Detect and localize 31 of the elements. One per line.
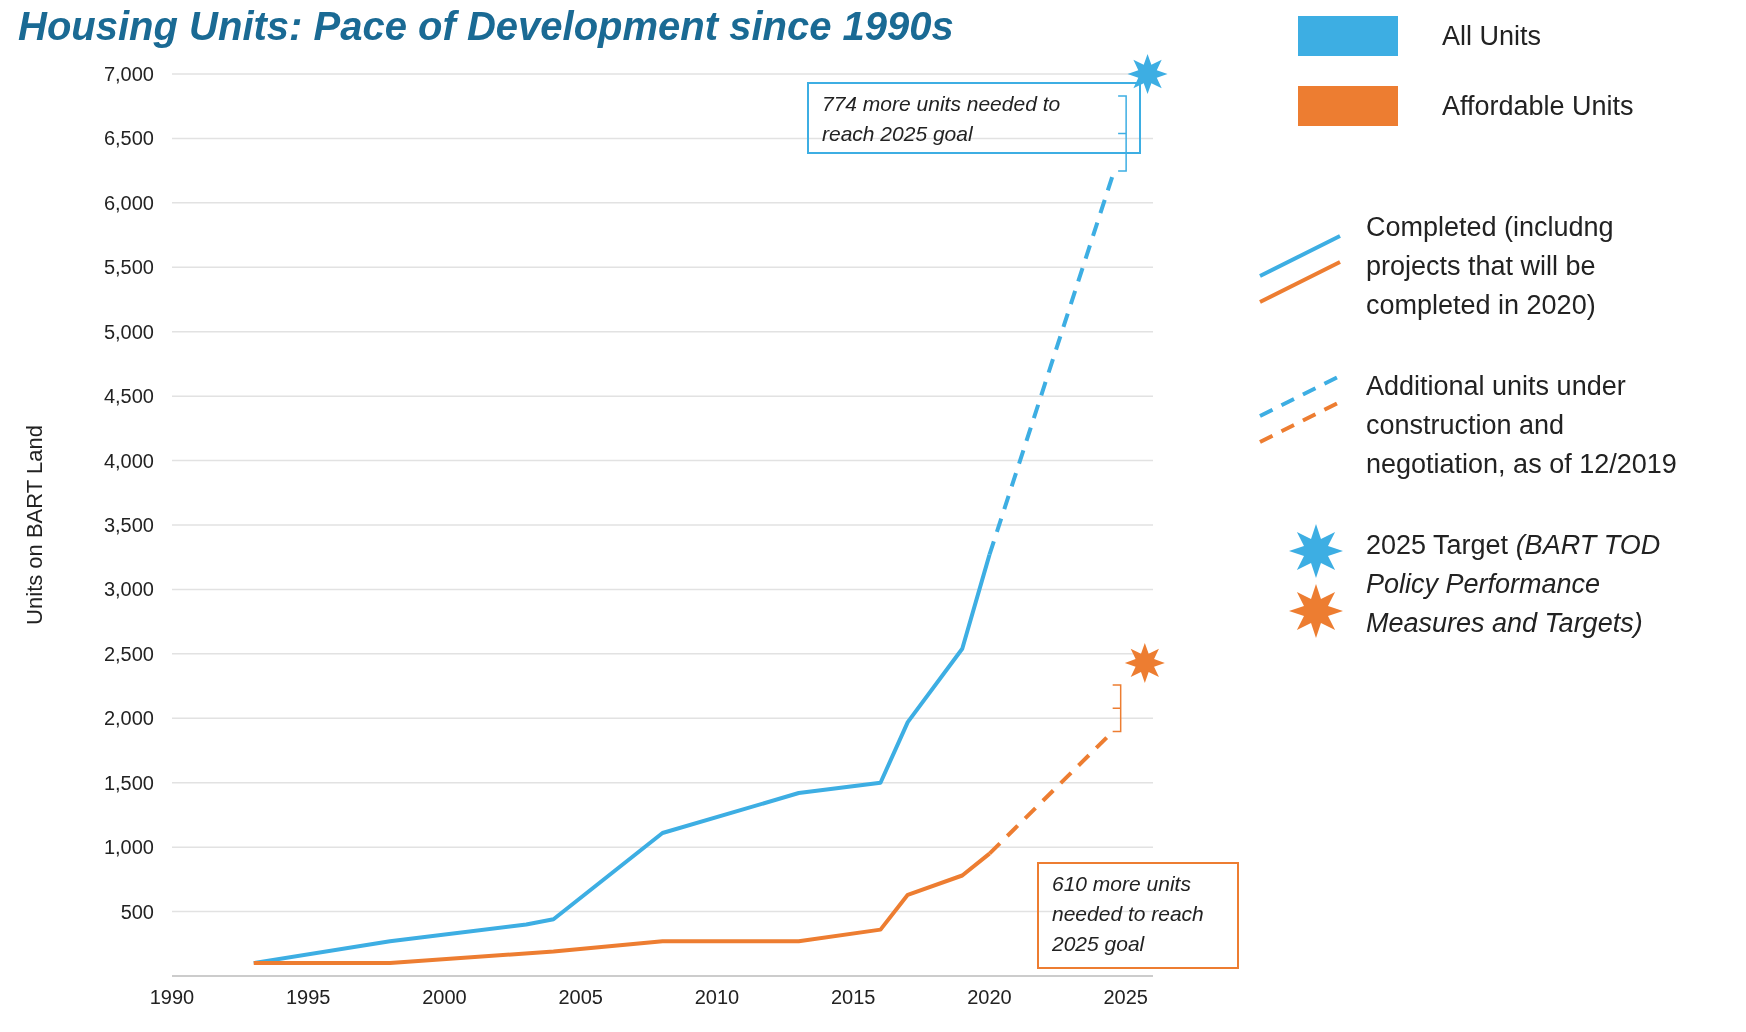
text: Completed (includng projects that will be completed in 2020) xyxy=(1366,212,1614,320)
text: Additional units under construction and negotiation, as of 12/2019 xyxy=(1366,371,1677,479)
y-tick-label: 1,500 xyxy=(103,771,154,794)
text: 2025 Target (BART TOD Policy Performance Measures and Targets) xyxy=(1366,530,1661,638)
chart-title: Housing Units: Pace of Development since 1990s xyxy=(18,4,954,48)
y-tick-label: 3,500 xyxy=(103,514,154,536)
y-tick-label: 2,000 xyxy=(103,707,154,730)
annotation: 610 more units needed to reach 2025 goal xyxy=(1051,872,1204,955)
x-tick-label: 2020 xyxy=(967,986,1012,1008)
y-tick-label: 6,500 xyxy=(103,127,154,150)
x-tick-label: 2000 xyxy=(422,986,467,1008)
y-tick-label: 6,000 xyxy=(103,191,154,214)
y-tick-label: 1,000 xyxy=(103,836,154,859)
y-tick-label: 7,000 xyxy=(103,63,154,85)
legend-label: All Units xyxy=(1442,21,1542,52)
y-tick-label: 500 xyxy=(120,900,154,923)
x-tick-label: 1990 xyxy=(149,986,195,1008)
x-tick-label: 1995 xyxy=(286,986,331,1008)
y-tick-label: 4,500 xyxy=(103,385,154,408)
x-tick-label: 2015 xyxy=(831,986,876,1008)
y-tick-label: 4,000 xyxy=(103,449,154,472)
y-tick-label: 5,000 xyxy=(103,320,154,343)
y-axis-title: Units on BART Land xyxy=(22,425,47,625)
legend-label: Affordable Units xyxy=(1442,91,1634,122)
y-tick-label: 2,500 xyxy=(103,642,154,665)
x-tick-label: 2005 xyxy=(558,986,603,1008)
x-tick-label: 2010 xyxy=(694,986,740,1008)
annotation: 774 more units needed to reach 2025 goal xyxy=(822,92,1061,145)
y-tick-label: 5,500 xyxy=(103,256,154,279)
x-tick-label: 2025 xyxy=(1103,986,1148,1008)
y-tick-label: 3,000 xyxy=(103,578,154,601)
